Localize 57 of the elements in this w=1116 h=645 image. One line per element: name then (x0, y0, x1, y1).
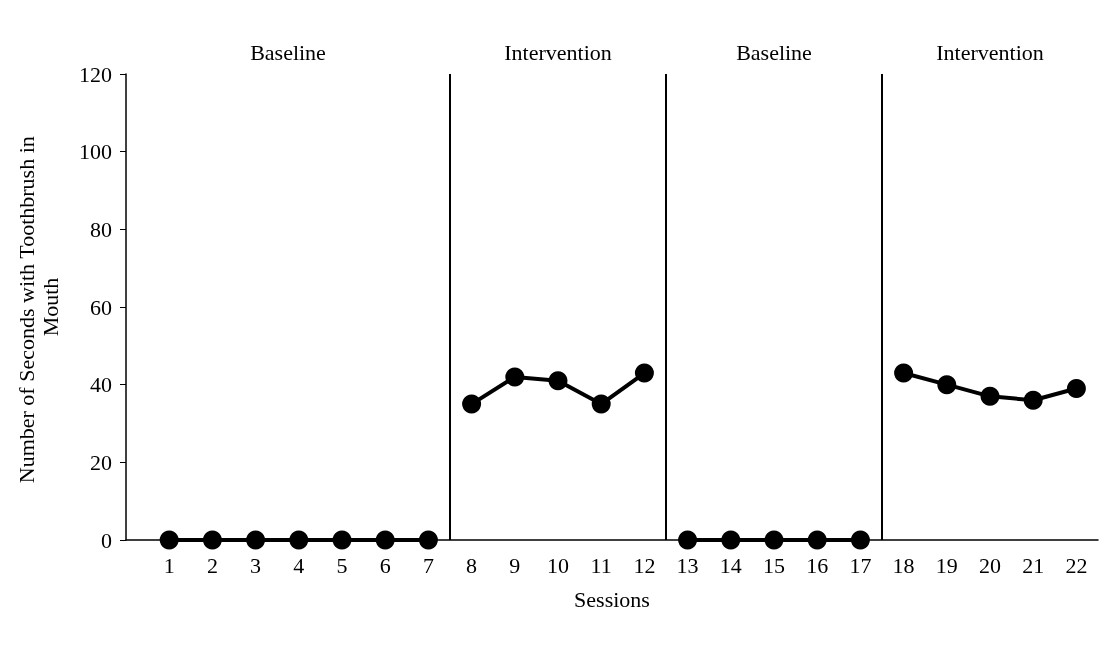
point (418, 530, 438, 550)
text: Intervention (936, 39, 1044, 65)
point (1066, 379, 1086, 399)
point (462, 394, 482, 414)
point (894, 363, 914, 383)
point (246, 530, 266, 550)
y-tick-label: 80 (90, 216, 112, 242)
text: Baseline (250, 39, 326, 65)
point (375, 530, 395, 550)
x-tick-label: 7 (422, 552, 434, 578)
point (678, 530, 698, 550)
x-tick-label: 6 (379, 552, 391, 578)
x-tick-label: 13 (676, 552, 699, 578)
x-tick-label: 22 (1065, 552, 1088, 578)
text: Intervention (504, 39, 612, 65)
point (1023, 390, 1043, 410)
y-tick-label: 20 (90, 449, 112, 475)
x-tick-label: 15 (763, 552, 785, 578)
x-tick-label: 20 (979, 552, 1001, 578)
point (937, 375, 957, 395)
x-tick-label: 14 (719, 552, 742, 578)
x-tick-label: 18 (892, 552, 915, 578)
x-tick-label: 19 (935, 552, 958, 578)
y-axis-title: Number of Seconds with Toothbrush in Mouth (13, 130, 63, 484)
x-tick-label: 10 (547, 552, 569, 578)
x-tick-label: 9 (509, 552, 521, 578)
x-tick-label: 2 (206, 552, 218, 578)
point (634, 363, 654, 383)
x-tick-label: 21 (1022, 552, 1045, 578)
x-tick-label: 17 (849, 552, 872, 578)
point (289, 530, 309, 550)
y-tick-label: 100 (79, 139, 112, 165)
point (332, 530, 352, 550)
point (505, 367, 525, 387)
point (202, 530, 222, 550)
point (721, 530, 741, 550)
point (850, 530, 870, 550)
x-tick-label: 1 (163, 552, 175, 578)
text: Baseline (736, 39, 812, 65)
x-tick-label: 16 (806, 552, 829, 578)
point (980, 386, 1000, 406)
y-tick-label: 60 (90, 294, 112, 320)
y-tick-label: 40 (90, 372, 112, 398)
x-tick-label: 5 (336, 552, 348, 578)
y-tick-label: 120 (79, 61, 112, 87)
point (764, 530, 784, 550)
x-tick-label: 8 (466, 552, 478, 578)
point (807, 530, 827, 550)
x-tick-label: 4 (293, 552, 305, 578)
x-axis-title: Sessions (574, 586, 650, 612)
x-tick-label: 3 (250, 552, 262, 578)
x-tick-label: 12 (633, 552, 656, 578)
point (159, 530, 179, 550)
y-tick-label: 0 (101, 527, 112, 553)
point (591, 394, 611, 414)
x-tick-label: 11 (590, 552, 612, 578)
point (548, 371, 568, 391)
